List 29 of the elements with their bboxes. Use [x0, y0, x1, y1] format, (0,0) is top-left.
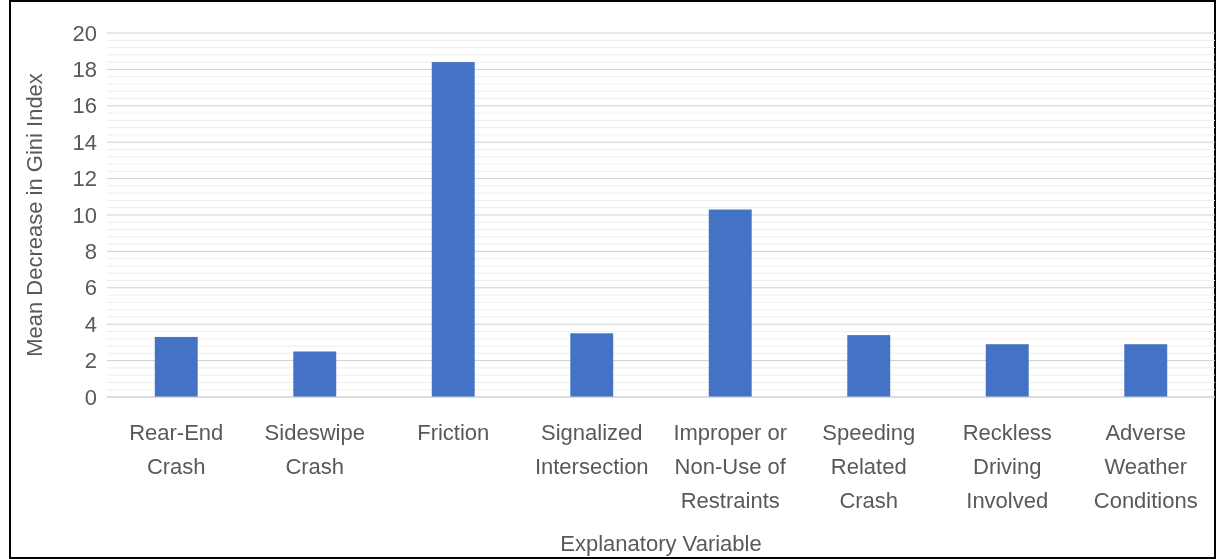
y-tick-label: 2: [84, 348, 97, 374]
y-axis-title: Mean Decrease in Gini Index: [22, 73, 47, 357]
bar: [570, 333, 614, 397]
y-tick-label: 16: [72, 93, 97, 119]
y-tick-label: 20: [72, 20, 97, 46]
x-axis-title: Explanatory Variable: [560, 531, 762, 556]
y-tick-label: 12: [72, 166, 97, 192]
bar: [847, 335, 891, 397]
y-tick-label: 0: [84, 384, 97, 410]
x-tick-label: Speeding Related Crash: [822, 420, 916, 513]
y-tick-label: 18: [72, 56, 97, 82]
x-tick-label: Improper or Non-Use of Restraints: [673, 420, 788, 513]
y-tick-label: 8: [84, 238, 97, 264]
x-tick-label: Adverse Weather Conditions: [1093, 420, 1198, 513]
bar: [985, 344, 1029, 397]
y-tick-label: 10: [72, 202, 97, 228]
bar: [293, 351, 337, 397]
x-tick-label: Signalized Intersection: [534, 420, 649, 479]
bar: [431, 62, 475, 397]
x-tick-label: Friction: [417, 420, 490, 445]
x-tick-label: Rear-End Crash: [129, 420, 224, 479]
x-tick-label: Sideswipe Crash: [264, 420, 365, 479]
bar: [708, 209, 752, 397]
y-tick-label: 14: [72, 129, 97, 155]
x-tick-label: Reckless Driving Involved: [962, 420, 1052, 513]
bar: [1124, 344, 1168, 397]
y-tick-label: 6: [84, 275, 97, 301]
y-tick-label: 4: [84, 311, 97, 337]
bar: [154, 336, 198, 397]
